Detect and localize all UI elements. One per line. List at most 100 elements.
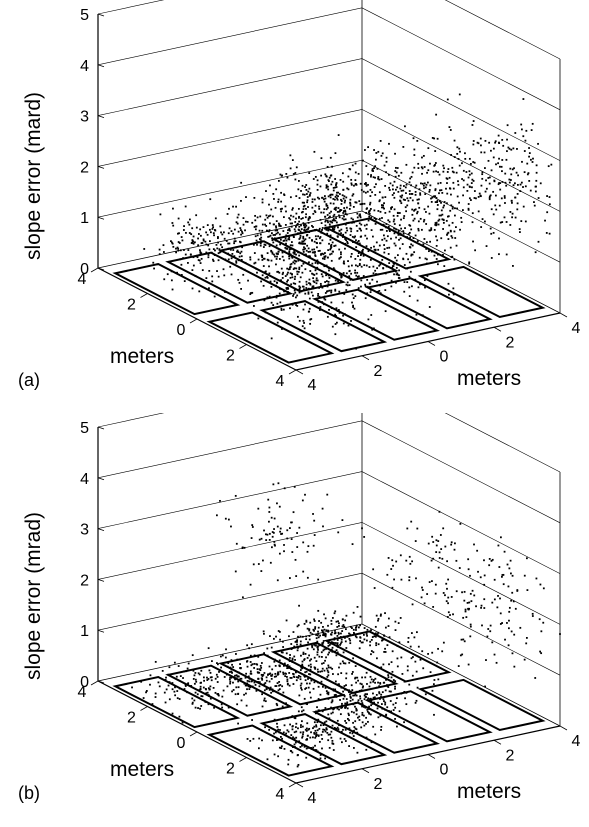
panel-b-point [292,683,295,685]
panel-b-point [272,637,275,640]
panel-a-point [264,223,266,226]
panel-a-point [263,243,266,246]
panel-b-y-tick-label: 4 [572,733,581,750]
panel-a-point [282,216,285,219]
panel-b-point [348,745,350,747]
panel-a-point [298,180,300,182]
panel-b-point [450,543,453,546]
panel-a-point [223,274,226,277]
panel-a-point [271,232,273,235]
panel-a-point [332,189,335,192]
panel-b-point [245,704,248,707]
panel-b-point [297,635,299,638]
panel-a-point [395,188,397,191]
panel-b-point [479,576,482,579]
panel-b-point [279,530,282,533]
panel-a-point [266,258,269,261]
panel-a-point [298,280,301,283]
panel-a-point [298,319,301,322]
panel-b-point [354,693,357,696]
panel-a-point [279,173,282,176]
panel-a-point [334,289,337,292]
panel-a-point [426,181,429,184]
panel-a-point [433,137,436,140]
panel-a-point [303,327,306,330]
panel-b-point [342,635,345,638]
panel-a-point [451,166,454,169]
panel-a-point [316,188,319,191]
panel-b-point [308,654,310,657]
panel-a-point [206,224,209,226]
panel-a-point [286,280,288,283]
panel-a-point [362,159,364,162]
panel-a-point [335,217,337,219]
panel-a-point [530,129,533,131]
panel-a-point [447,231,450,234]
panel-b-point [460,638,463,641]
panel-b-point [365,736,368,739]
panel-b-point [184,683,187,686]
panel-a-point [237,278,240,281]
panel-a-point [278,292,281,295]
panel-a-point [396,186,399,189]
panel-a-point [333,245,336,247]
panel-a-point [309,192,312,194]
panel-a-point [212,232,215,235]
panel-a-point [436,263,439,266]
panel-a-point [484,167,486,169]
panel-a-point [277,250,280,253]
panel-a-point [332,198,335,200]
panel-a-point [317,293,320,295]
panel-b-point [291,728,294,731]
panel-b-point [246,682,249,685]
panel-b-point [400,578,403,581]
panel-a-point [417,220,420,223]
panel-a-point [526,173,529,176]
panel-b-point [320,676,323,679]
panel-a-point [330,245,332,247]
panel-b-point [285,619,288,622]
panel-b-point [330,619,333,622]
panel-a-point [362,254,365,257]
panel-b-point [298,694,301,697]
panel-b-point [345,677,348,680]
panel-a-point [505,158,508,161]
panel-a-point [280,191,282,194]
panel-a-point [269,234,272,237]
panel-a-point [468,157,471,160]
panel-b-point [365,639,368,642]
panel-a-point [178,232,180,235]
panel-b-point [360,700,363,702]
panel-b-point [313,732,316,734]
panel-a-point [408,231,411,234]
panel-a-point [416,212,418,215]
panel-a-point [237,251,240,253]
panel-a-point [394,175,397,178]
panel-b-point [222,689,225,692]
panel-a-point [428,212,431,215]
panel-b-point [269,686,272,689]
panel-a-point [279,238,282,241]
panel-b-point [335,695,338,698]
panel-a-point [309,282,312,285]
panel-a-point [297,259,300,262]
panel-b-point [366,710,369,713]
panel-a-point [311,294,314,297]
panel-b-point [336,726,339,729]
panel-b-point [161,669,164,672]
panel-a-point [326,185,329,188]
panel-a-point [303,322,305,324]
panel-a-point [340,274,343,277]
panel-a-point [394,270,397,273]
panel-a-point [270,249,273,252]
panel-b-point [339,662,342,665]
panel-a-point [311,287,313,290]
panel-a-point [398,277,401,279]
panel-b-point [302,709,305,712]
panel-a-point [283,239,286,242]
panel-a-point [261,198,264,201]
panel-a-point [338,210,341,213]
panel-a-point [534,251,537,254]
panel-b-point [416,527,419,530]
panel-a-point [390,285,393,288]
